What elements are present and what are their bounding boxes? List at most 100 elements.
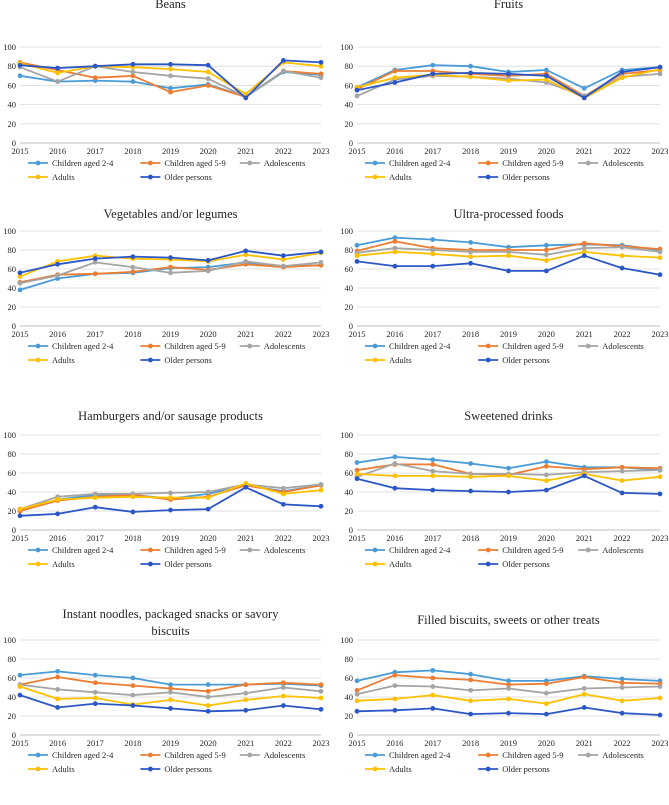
data-point-older-persons — [92, 701, 98, 707]
x-tick-label: 2021 — [237, 738, 254, 748]
data-point-children-aged-5-9 — [392, 239, 398, 244]
data-point-adults — [55, 696, 61, 702]
data-point-older-persons — [543, 487, 549, 493]
data-point-adolescents — [130, 69, 136, 75]
x-tick-label: 2022 — [275, 146, 292, 156]
data-point-adults — [17, 274, 23, 279]
x-tick-label: 2015 — [12, 738, 29, 748]
x-tick-label: 2016 — [49, 738, 66, 748]
data-point-older-persons — [130, 509, 136, 515]
data-point-older-persons — [168, 706, 173, 711]
legend-label: Adults — [389, 764, 412, 774]
data-point-adolescents — [92, 689, 98, 695]
chart-instant-noodles-packaged-snacks-or-savory-biscuits: Instant noodles, packaged snacks or savo… — [3, 607, 329, 774]
legend-swatch-marker — [148, 752, 153, 758]
data-point-children-aged-2-4 — [468, 461, 474, 466]
data-point-children-aged-2-4 — [543, 242, 549, 248]
data-point-children-aged-2-4 — [168, 85, 173, 91]
legend-label: Adults — [52, 559, 75, 569]
legend-label: Children aged 5-9 — [164, 341, 225, 351]
data-point-older-persons — [55, 65, 61, 71]
x-tick-label: 2020 — [538, 738, 555, 748]
data-point-adolescents — [318, 482, 324, 487]
data-point-adolescents — [243, 690, 249, 696]
data-point-children-aged-2-4 — [17, 672, 23, 678]
data-point-older-persons — [430, 71, 436, 77]
y-tick-label: 60 — [345, 264, 354, 274]
data-point-adults — [354, 471, 360, 477]
data-point-children-aged-5-9 — [318, 682, 324, 688]
data-point-older-persons — [243, 484, 249, 490]
legend-label: Adolescents — [264, 750, 306, 760]
data-point-children-aged-5-9 — [168, 264, 173, 270]
y-tick-label: 40 — [8, 487, 17, 497]
data-point-adults — [392, 75, 398, 81]
data-point-older-persons — [619, 69, 625, 75]
data-point-children-aged-5-9 — [619, 464, 625, 470]
x-tick-label: 2023 — [652, 146, 669, 156]
y-tick-label: 80 — [8, 654, 17, 664]
data-point-children-aged-5-9 — [92, 271, 98, 277]
legend-swatch-marker — [148, 160, 153, 166]
legend-label: Adolescents — [264, 158, 306, 168]
data-point-adolescents — [657, 684, 663, 689]
data-point-adults — [619, 75, 625, 81]
legend-label: Adolescents — [602, 545, 644, 555]
data-point-older-persons — [168, 61, 173, 67]
x-tick-label: 2019 — [162, 738, 179, 748]
data-point-older-persons — [205, 708, 211, 714]
data-point-older-persons — [243, 707, 249, 713]
data-point-children-aged-2-4 — [468, 671, 474, 677]
y-tick-label: 60 — [345, 80, 354, 90]
y-tick-label: 60 — [345, 468, 354, 478]
legend-label: Children aged 5-9 — [502, 750, 563, 760]
legend-swatch-marker — [35, 561, 41, 567]
y-tick-label: 80 — [345, 245, 354, 255]
x-tick-label: 2021 — [576, 146, 593, 156]
data-point-adults — [543, 258, 549, 263]
x-tick-label: 2019 — [500, 329, 517, 339]
data-point-older-persons — [657, 64, 663, 70]
x-tick-label: 2020 — [200, 146, 217, 156]
data-point-children-aged-5-9 — [543, 247, 549, 253]
data-point-older-persons — [657, 491, 663, 497]
data-point-adults — [168, 495, 173, 501]
data-point-children-aged-5-9 — [168, 686, 173, 691]
y-tick-label: 0 — [12, 525, 16, 535]
data-point-older-persons — [130, 254, 136, 260]
legend-swatch-marker — [35, 343, 41, 349]
data-point-adolescents — [243, 259, 249, 264]
data-point-adolescents — [168, 73, 173, 79]
y-tick-label: 100 — [340, 430, 353, 440]
data-point-adolescents — [506, 686, 511, 691]
chart-ultra-processed-foods: Ultra-processed foods 0 20 40 60 80 100 2015 201… — [340, 207, 668, 365]
chart-title: Hamburgers and/or sausage products — [78, 409, 263, 423]
y-tick-label: 20 — [8, 302, 17, 312]
data-point-children-aged-5-9 — [354, 687, 360, 693]
data-point-children-aged-2-4 — [205, 682, 211, 688]
legend-label: Children aged 5-9 — [164, 545, 225, 555]
data-point-older-persons — [55, 705, 61, 710]
y-tick-label: 0 — [349, 730, 353, 740]
data-point-adults — [619, 253, 625, 259]
data-point-older-persons — [55, 511, 61, 517]
legend-swatch-marker — [485, 561, 491, 567]
x-tick-label: 2017 — [87, 533, 104, 543]
x-tick-label: 2018 — [124, 329, 141, 339]
y-tick-label: 0 — [349, 138, 353, 148]
x-tick-label: 2015 — [12, 146, 29, 156]
data-point-adolescents — [392, 683, 398, 688]
data-point-older-persons — [468, 70, 474, 76]
data-point-adults — [506, 473, 511, 479]
data-point-adults — [430, 473, 436, 479]
x-tick-label: 2021 — [237, 329, 254, 339]
data-point-older-persons — [354, 708, 360, 714]
y-tick-label: 40 — [345, 100, 354, 110]
data-point-adolescents — [392, 245, 398, 251]
legend-swatch-marker — [485, 160, 491, 166]
data-point-adults — [243, 91, 249, 97]
data-point-adolescents — [318, 259, 324, 265]
data-point-older-persons — [581, 95, 587, 101]
y-tick-label: 20 — [345, 506, 354, 516]
x-tick-label: 2019 — [500, 146, 517, 156]
